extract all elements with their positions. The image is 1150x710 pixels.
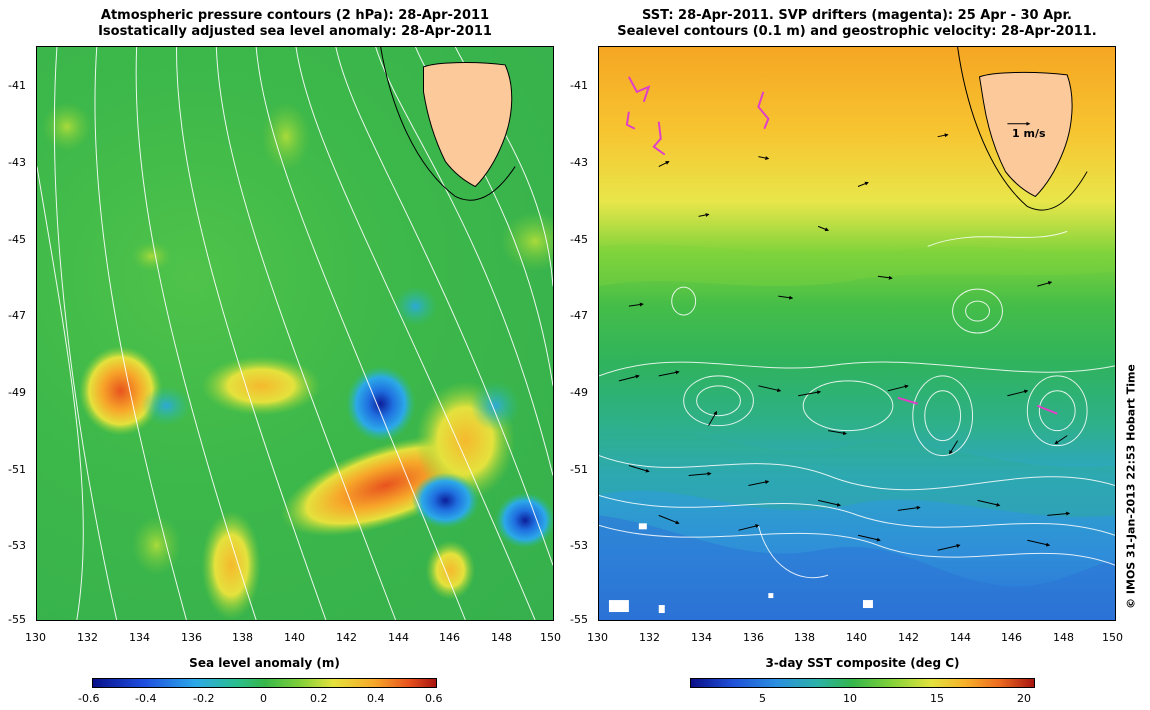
positive-anomaly-eddy xyxy=(201,355,321,416)
sea-level-anomaly-map[interactable] xyxy=(36,46,554,621)
colorbar-tick: 5 xyxy=(759,692,766,705)
negative-anomaly-eddy xyxy=(495,492,553,549)
right-map-title: SST: 28-Apr-2011. SVP drifters (magenta)… xyxy=(598,8,1116,40)
missing-data-speckle xyxy=(608,523,873,614)
positive-anomaly-eddy xyxy=(500,211,553,272)
lon-tick: 134 xyxy=(129,631,150,644)
right-title-line1: SST: 28-Apr-2011. SVP drifters (magenta)… xyxy=(642,8,1072,23)
sst-colorbar xyxy=(690,678,1035,688)
negative-anomaly-eddy xyxy=(470,380,521,431)
right-title-line2: Sealevel contours (0.1 m) and geostrophi… xyxy=(617,24,1097,39)
lat-tick: -55 xyxy=(570,613,588,626)
negative-anomaly-eddy xyxy=(141,385,192,426)
lon-tick: 148 xyxy=(1053,631,1074,644)
colorbar-tick: 20 xyxy=(1017,692,1031,705)
copyright-credit: © IMOS 31-Jan-2013 22:53 Hobart Time xyxy=(1121,350,1138,630)
left-map-title: Atmospheric pressure contours (2 hPa): 2… xyxy=(36,8,554,40)
left-title-line1: Atmospheric pressure contours (2 hPa): 2… xyxy=(100,8,490,23)
colorbar-tick: 0 xyxy=(260,692,267,705)
colorbar-tick: 0.6 xyxy=(425,692,443,705)
negative-anomaly-eddy xyxy=(345,365,416,442)
lon-tick: 130 xyxy=(587,631,608,644)
svp-drifter-tracks xyxy=(625,76,1058,415)
lon-tick: 138 xyxy=(794,631,815,644)
sea-level-anomaly-field xyxy=(37,47,553,620)
lon-tick: 138 xyxy=(232,631,253,644)
colorbar-tick: 15 xyxy=(930,692,944,705)
negative-anomaly-eddy xyxy=(411,472,480,529)
lat-tick: -43 xyxy=(8,156,26,169)
tasmania-landmass xyxy=(978,71,1073,198)
negative-anomaly-eddy xyxy=(393,286,438,327)
geostrophic-velocity-vectors xyxy=(618,133,1071,551)
lon-tick: 130 xyxy=(25,631,46,644)
positive-anomaly-eddy xyxy=(131,241,172,272)
colorbar-tick: 0.2 xyxy=(310,692,328,705)
sea-level-anomaly-colorbar xyxy=(92,678,437,688)
credit-text: © IMOS 31-Jan-2013 22:53 Hobart Time xyxy=(1124,364,1138,609)
cold-water-region xyxy=(599,515,1115,620)
bathymetry-contour xyxy=(380,47,516,201)
lon-tick: 144 xyxy=(388,631,409,644)
sst-field xyxy=(599,47,1115,620)
sst-map[interactable]: 1 m/s xyxy=(598,46,1116,621)
lat-tick: -45 xyxy=(570,233,588,246)
colorbar-tick: 0.4 xyxy=(367,692,385,705)
lat-tick: -53 xyxy=(8,539,26,552)
lat-tick: -47 xyxy=(8,309,26,322)
lon-tick: 148 xyxy=(491,631,512,644)
lon-tick: 144 xyxy=(950,631,971,644)
right-colorbar-label: 3-day SST composite (deg C) xyxy=(765,656,960,670)
positive-anomaly-eddy xyxy=(41,101,92,152)
lon-tick: 136 xyxy=(743,631,764,644)
lon-tick: 134 xyxy=(691,631,712,644)
tasmania-landmass xyxy=(423,61,513,188)
lat-tick: -41 xyxy=(570,79,588,92)
lat-tick: -53 xyxy=(570,539,588,552)
frontal-zone xyxy=(599,430,1115,517)
lat-tick: -51 xyxy=(8,463,26,476)
lon-tick: 150 xyxy=(1102,631,1123,644)
colorbar-tick: -0.4 xyxy=(135,692,157,705)
lon-tick: 150 xyxy=(540,631,561,644)
lon-tick: 132 xyxy=(77,631,98,644)
frontal-zone xyxy=(599,244,1115,287)
positive-anomaly-eddy xyxy=(78,345,163,436)
sea-level-contours xyxy=(599,230,1115,579)
left-colorbar-label: Sea level anomaly (m) xyxy=(189,656,340,670)
positive-anomaly-eddy xyxy=(261,101,311,172)
colorbar-tick: -0.6 xyxy=(78,692,100,705)
lat-tick: -49 xyxy=(8,386,26,399)
lon-tick: 132 xyxy=(639,631,660,644)
lat-tick: -43 xyxy=(570,156,588,169)
colorbar-tick: -0.2 xyxy=(193,692,215,705)
lon-tick: 142 xyxy=(898,631,919,644)
positive-anomaly-eddy xyxy=(425,540,476,601)
lat-tick: -55 xyxy=(8,613,26,626)
bathymetry-contour xyxy=(957,47,1088,211)
lon-tick: 140 xyxy=(284,631,305,644)
positive-anomaly-eddy xyxy=(131,515,182,576)
positive-anomaly-eddy xyxy=(201,510,262,620)
lon-tick: 136 xyxy=(181,631,202,644)
lat-tick: -49 xyxy=(570,386,588,399)
lon-tick: 146 xyxy=(439,631,460,644)
lon-tick: 146 xyxy=(1001,631,1022,644)
left-title-line2: Isostatically adjusted sea level anomaly… xyxy=(98,24,492,39)
lon-tick: 140 xyxy=(846,631,867,644)
lat-tick: -45 xyxy=(8,233,26,246)
lon-tick: 142 xyxy=(336,631,357,644)
velocity-scale-label: 1 m/s xyxy=(1012,127,1046,140)
lat-tick: -51 xyxy=(570,463,588,476)
lat-tick: -47 xyxy=(570,309,588,322)
colorbar-tick: 10 xyxy=(843,692,857,705)
lat-tick: -41 xyxy=(8,79,26,92)
